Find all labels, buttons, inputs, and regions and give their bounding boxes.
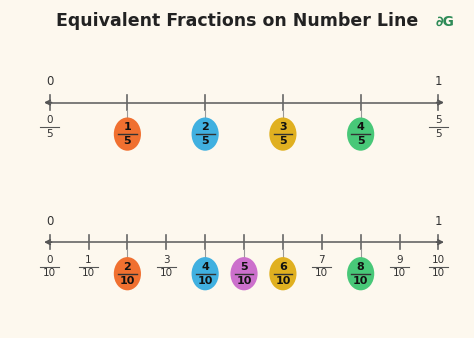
- Text: 10: 10: [237, 276, 252, 286]
- Text: 1: 1: [435, 215, 442, 227]
- Ellipse shape: [191, 118, 219, 151]
- Text: 10: 10: [160, 268, 173, 279]
- Text: 0: 0: [46, 116, 53, 125]
- Text: 10: 10: [43, 268, 56, 279]
- Text: 3: 3: [279, 122, 287, 132]
- Text: 4: 4: [201, 262, 209, 272]
- Text: 0: 0: [46, 75, 53, 88]
- Text: 2: 2: [124, 262, 131, 272]
- Text: 5: 5: [240, 262, 248, 272]
- Ellipse shape: [347, 118, 374, 151]
- Text: 5: 5: [357, 137, 365, 146]
- Ellipse shape: [114, 118, 141, 151]
- Text: 0: 0: [46, 255, 53, 265]
- Ellipse shape: [191, 257, 219, 290]
- Text: Equivalent Fractions on Number Line: Equivalent Fractions on Number Line: [56, 12, 418, 30]
- Text: 10: 10: [82, 268, 95, 279]
- Ellipse shape: [114, 257, 141, 290]
- Ellipse shape: [269, 257, 297, 290]
- Text: 10: 10: [198, 276, 213, 286]
- Text: 5: 5: [201, 137, 209, 146]
- Text: 5: 5: [435, 129, 442, 139]
- Text: 10: 10: [315, 268, 328, 279]
- Ellipse shape: [230, 257, 257, 290]
- Text: 3: 3: [163, 255, 170, 265]
- Text: 1: 1: [435, 75, 442, 88]
- Text: ∂G: ∂G: [436, 15, 455, 28]
- Text: 4: 4: [357, 122, 365, 132]
- Text: 10: 10: [353, 276, 368, 286]
- Text: 8: 8: [357, 262, 365, 272]
- Text: 6: 6: [279, 262, 287, 272]
- Text: 9: 9: [396, 255, 403, 265]
- Text: 10: 10: [432, 268, 445, 279]
- Text: 10: 10: [432, 255, 445, 265]
- Text: 0: 0: [46, 215, 53, 227]
- Text: 2: 2: [201, 122, 209, 132]
- Text: 5: 5: [124, 137, 131, 146]
- Text: 5: 5: [279, 137, 287, 146]
- Ellipse shape: [347, 257, 374, 290]
- Text: 1: 1: [85, 255, 92, 265]
- Ellipse shape: [269, 118, 297, 151]
- Text: 5: 5: [46, 129, 53, 139]
- Text: 5: 5: [435, 116, 442, 125]
- Text: 10: 10: [120, 276, 135, 286]
- Text: 10: 10: [393, 268, 406, 279]
- Text: 1: 1: [124, 122, 131, 132]
- Text: 7: 7: [319, 255, 325, 265]
- Text: 10: 10: [275, 276, 291, 286]
